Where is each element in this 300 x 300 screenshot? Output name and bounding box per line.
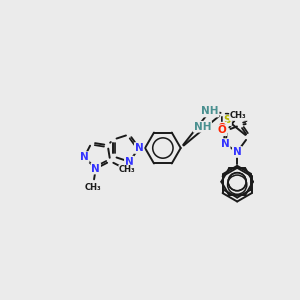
Text: N: N	[92, 164, 100, 174]
Text: CH₃: CH₃	[230, 111, 247, 120]
Text: O: O	[218, 123, 226, 133]
Text: N: N	[80, 152, 89, 162]
Text: S: S	[224, 115, 231, 125]
Text: N: N	[125, 157, 134, 166]
Text: N: N	[221, 139, 230, 149]
Text: NH: NH	[201, 106, 218, 116]
Text: CH₃: CH₃	[84, 183, 101, 192]
Text: CH₃: CH₃	[119, 165, 136, 174]
Text: NH: NH	[194, 122, 211, 132]
Text: NH: NH	[201, 106, 218, 116]
Text: N: N	[135, 143, 143, 153]
Text: O: O	[218, 125, 227, 135]
Text: N: N	[233, 147, 242, 157]
